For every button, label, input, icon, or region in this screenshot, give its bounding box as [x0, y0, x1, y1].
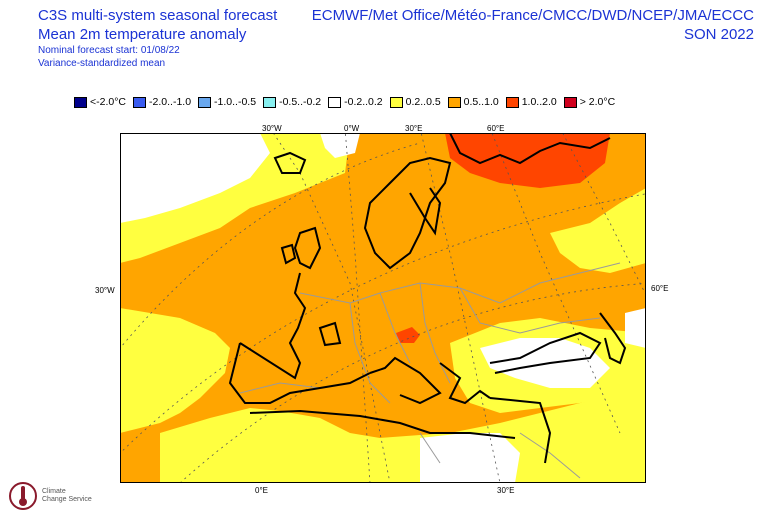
- coastlines: [228, 133, 627, 464]
- legend-item: -0.2..0.2: [328, 96, 383, 108]
- coastline-north-africa: [249, 409, 516, 439]
- legend-item: > 2.0°C: [563, 96, 616, 108]
- legend-item: 1.0..2.0: [505, 96, 557, 108]
- legend-label: 0.2..0.5: [405, 96, 441, 108]
- anomaly-yellow-urals: [550, 188, 646, 273]
- header-right: ECMWF/Met Office/Météo-France/CMCC/DWD/N…: [312, 6, 754, 44]
- lon-label-bottom-1: 0°E: [255, 486, 268, 495]
- coastline-iceland: [273, 151, 307, 174]
- copernicus-logo: Climate Change Service: [6, 478, 106, 518]
- lon-label-top-2: 0°W: [344, 124, 360, 133]
- coastline-iberia: [228, 342, 371, 404]
- anomaly-white-east-edge: [625, 308, 646, 348]
- title-line-1: C3S multi-system seasonal forecast: [38, 7, 278, 24]
- anomaly-white-greenland: [120, 133, 270, 223]
- anomaly-white-iceland-sea: [320, 133, 360, 158]
- legend-item: 0.5..1.0: [447, 96, 499, 108]
- legend-label: 0.5..1.0: [463, 96, 499, 108]
- logo-text-line2: Change Service: [42, 496, 92, 503]
- legend-swatch: [389, 96, 403, 108]
- coastline-balkans-greece: [439, 362, 491, 405]
- legend-item: -0.5..-0.2: [263, 96, 321, 108]
- title-line-2: Mean 2m temperature anomaly: [38, 26, 247, 43]
- legend-swatch: [74, 96, 87, 108]
- legend-label: 1.0..2.0: [521, 96, 557, 108]
- season-text: SON 2022: [683, 26, 754, 43]
- legend-swatch: [263, 96, 277, 108]
- coastline-corsica-sardinia: [318, 321, 342, 347]
- country-borders: [239, 262, 621, 479]
- legend-label: > 2.0°C: [579, 96, 616, 108]
- systems-text: ECMWF/Met Office/Météo-France/CMCC/DWD/N…: [311, 7, 754, 24]
- legend-item: <-2.0°C: [74, 96, 126, 108]
- legend-swatch: [505, 96, 519, 108]
- legend-item: -1.0..-0.5: [198, 96, 256, 108]
- coastline-arctic: [449, 133, 611, 165]
- legend-swatch: [133, 96, 147, 108]
- lon-label-top-3: 30°E: [405, 124, 423, 133]
- lon-label-top-4: 60°E: [487, 124, 505, 133]
- lon-label-left: 30°W: [95, 286, 115, 295]
- method-text: Variance-standardized mean: [38, 58, 166, 69]
- color-legend: <-2.0°C -2.0..-1.0 -1.0..-0.5 -0.5..-0.2 -0.…: [74, 96, 622, 108]
- anomaly-red-central-europe: [396, 327, 420, 343]
- forecast-start-text: Nominal forecast start: 01/08/22: [38, 45, 180, 56]
- coastline-atlantic-europe: [239, 272, 307, 380]
- legend-swatch: [198, 96, 212, 108]
- legend-swatch: [563, 96, 577, 108]
- legend-item: 0.2..0.5: [389, 96, 441, 108]
- legend-label: -0.5..-0.2: [279, 96, 322, 108]
- logo-text-line1: Climate: [42, 488, 66, 495]
- coastline-ireland: [280, 243, 297, 265]
- header-left: C3S multi-system seasonal forecast Mean …: [38, 6, 277, 70]
- legend-swatch: [328, 96, 342, 108]
- legend-label: <-2.0°C: [90, 96, 127, 108]
- coastline-great-britain: [293, 226, 322, 270]
- lon-label-top-1: 30°W: [262, 124, 282, 133]
- coastline-caspian: [599, 312, 627, 365]
- legend-swatch: [447, 96, 461, 108]
- map-frame: [120, 133, 646, 483]
- anomaly-map: [120, 133, 646, 483]
- coastline-scandinavia: [363, 156, 452, 270]
- legend-label: -2.0..-1.0: [149, 96, 192, 108]
- anomaly-red-northern-russia: [445, 133, 610, 188]
- coastline-levant: [489, 397, 552, 464]
- legend-item: -2.0..-1.0: [133, 96, 191, 108]
- legend-label: -0.2..0.2: [344, 96, 383, 108]
- coastline-baltic: [409, 187, 442, 236]
- lon-label-right: 60°E: [651, 284, 669, 293]
- c3s-logo-icon: [9, 482, 37, 510]
- anomaly-yellow-west-atlantic: [120, 308, 230, 433]
- lon-label-bottom-2: 30°E: [497, 486, 515, 495]
- legend-label: -1.0..-0.5: [214, 96, 257, 108]
- coastline-black-sea: [489, 331, 602, 374]
- coastline-italy: [369, 356, 442, 405]
- anomaly-white-north-africa: [420, 433, 520, 483]
